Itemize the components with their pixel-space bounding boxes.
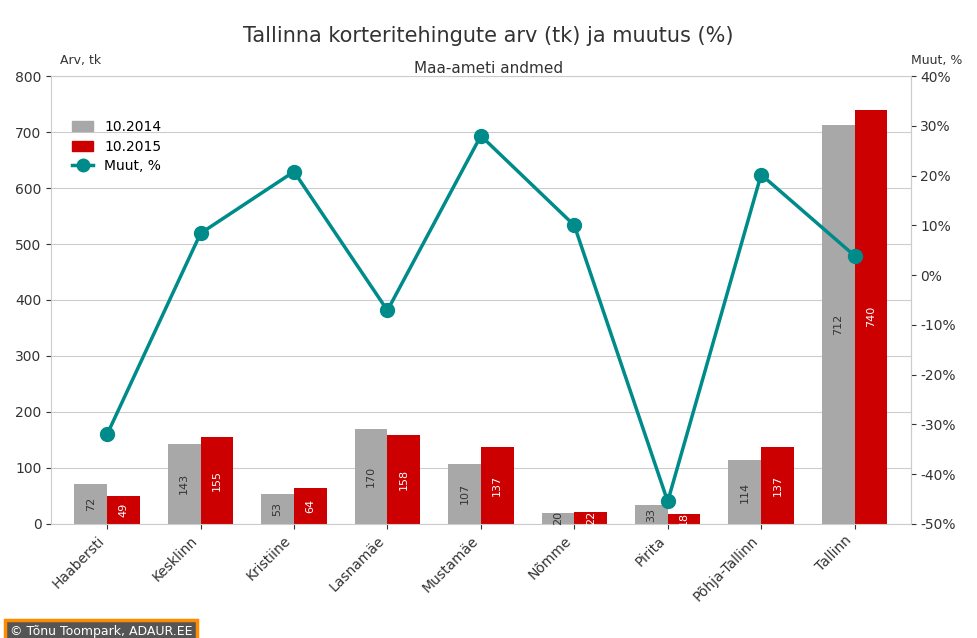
Text: Muut, %: Muut, % xyxy=(911,54,962,67)
Bar xyxy=(822,125,855,524)
Text: 20: 20 xyxy=(553,511,563,525)
Text: Arv, tk: Arv, tk xyxy=(61,54,102,67)
Bar xyxy=(200,437,234,524)
Bar xyxy=(481,447,514,524)
Text: 712: 712 xyxy=(833,314,843,335)
Text: 18: 18 xyxy=(679,512,689,526)
Text: 170: 170 xyxy=(366,466,376,487)
Text: 22: 22 xyxy=(585,510,596,525)
Bar xyxy=(761,447,794,524)
Text: 53: 53 xyxy=(273,502,282,516)
Bar xyxy=(574,512,607,524)
Bar xyxy=(107,496,140,524)
Legend: 10.2014, 10.2015, Muut, %: 10.2014, 10.2015, Muut, % xyxy=(66,114,167,179)
Text: 107: 107 xyxy=(459,484,470,505)
Text: 49: 49 xyxy=(118,503,129,517)
Text: 155: 155 xyxy=(212,470,222,491)
Bar xyxy=(541,513,574,524)
Text: 143: 143 xyxy=(179,473,190,494)
Text: 740: 740 xyxy=(866,306,876,327)
Text: Maa-ameti andmed: Maa-ameti andmed xyxy=(414,61,563,76)
Bar xyxy=(261,494,294,524)
Text: 137: 137 xyxy=(492,475,502,496)
Bar xyxy=(635,505,667,524)
Text: 137: 137 xyxy=(773,475,783,496)
Bar xyxy=(294,488,326,524)
Text: 72: 72 xyxy=(86,496,96,511)
Text: 64: 64 xyxy=(306,499,316,513)
Text: 114: 114 xyxy=(740,482,749,503)
Text: © Tõnu Toompark, ADAUR.EE: © Tõnu Toompark, ADAUR.EE xyxy=(10,625,192,638)
Bar xyxy=(855,110,887,524)
Bar xyxy=(355,429,388,524)
Bar xyxy=(168,444,200,524)
Text: 158: 158 xyxy=(399,469,408,490)
Text: 33: 33 xyxy=(647,508,657,522)
Bar xyxy=(667,514,701,524)
Bar xyxy=(448,464,481,524)
Text: Tallinna korteritehingute arv (tk) ja muutus (%): Tallinna korteritehingute arv (tk) ja mu… xyxy=(243,26,734,45)
Bar xyxy=(729,460,761,524)
Bar xyxy=(74,484,107,524)
Bar xyxy=(388,436,420,524)
